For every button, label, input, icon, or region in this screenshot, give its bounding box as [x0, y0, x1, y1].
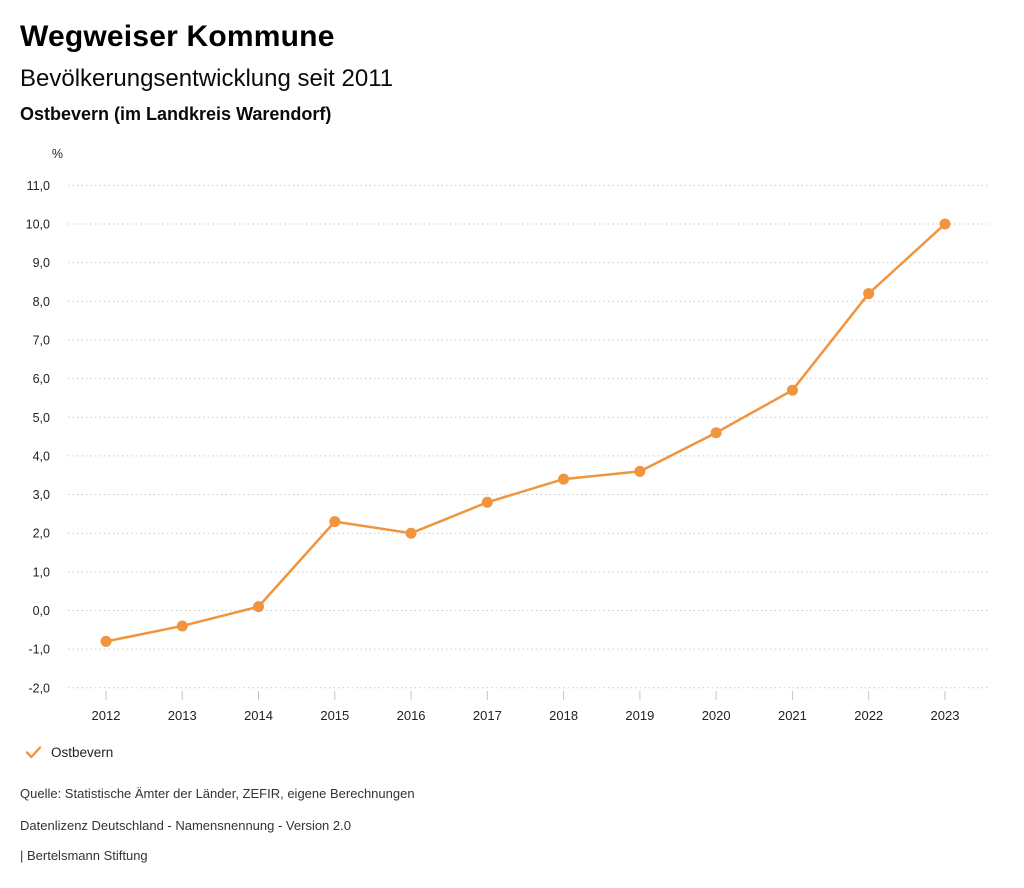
x-tick-label: 2018 — [549, 708, 578, 723]
x-tick-label: 2015 — [320, 708, 349, 723]
check-icon — [25, 746, 42, 759]
y-tick-label: 8,0 — [33, 295, 50, 309]
data-point[interactable] — [253, 601, 265, 613]
x-tick-label: 2013 — [168, 708, 197, 723]
x-tick-label: 2022 — [854, 708, 883, 723]
y-tick-label: 0,0 — [33, 604, 50, 618]
chart-title: Bevölkerungsentwicklung seit 2011 — [20, 65, 394, 92]
y-tick-label: -1,0 — [28, 643, 50, 657]
data-point[interactable] — [558, 473, 570, 485]
region-subtitle: Ostbevern (im Landkreis Warendorf) — [20, 104, 332, 124]
data-point[interactable] — [405, 527, 417, 539]
y-tick-label: 3,0 — [33, 488, 50, 502]
y-tick-label: 6,0 — [33, 372, 50, 386]
y-tick-label: 9,0 — [33, 256, 50, 270]
data-point[interactable] — [939, 218, 951, 230]
data-point[interactable] — [710, 427, 722, 439]
x-tick-label: 2012 — [92, 708, 121, 723]
data-point[interactable] — [786, 384, 798, 396]
page-title: Wegweiser Kommune — [20, 20, 335, 53]
y-tick-label: 1,0 — [33, 565, 50, 579]
series-line — [105, 223, 946, 643]
publisher-text: | Bertelsmann Stiftung — [20, 848, 148, 863]
y-tick-label: 2,0 — [33, 527, 50, 541]
license-text: Datenlizenz Deutschland - Namensnennung … — [20, 818, 351, 833]
x-tick-label: 2021 — [778, 708, 807, 723]
source-text: Quelle: Statistische Ämter der Länder, Z… — [20, 786, 415, 801]
data-point[interactable] — [863, 288, 875, 300]
y-axis-unit-label: % — [52, 147, 63, 161]
y-tick-label: 10,0 — [26, 218, 50, 232]
y-tick-label: 7,0 — [33, 333, 50, 347]
data-point[interactable] — [100, 635, 112, 647]
x-tick-label: 2014 — [244, 708, 273, 723]
x-tick-label: 2019 — [625, 708, 654, 723]
legend-item-ostbevern[interactable]: Ostbevern — [25, 745, 113, 760]
y-tick-label: 4,0 — [33, 449, 50, 463]
data-point[interactable] — [176, 620, 188, 632]
y-tick-label: 11,0 — [27, 179, 50, 193]
y-tick-label: -2,0 — [28, 681, 50, 695]
y-tick-label: 5,0 — [33, 411, 50, 425]
data-point[interactable] — [481, 496, 493, 508]
x-tick-label: 2023 — [931, 708, 960, 723]
x-tick-label: 2017 — [473, 708, 502, 723]
data-point[interactable] — [329, 516, 341, 528]
x-tick-label: 2016 — [397, 708, 426, 723]
x-tick-label: 2020 — [702, 708, 731, 723]
data-point[interactable] — [634, 465, 646, 477]
legend-label: Ostbevern — [51, 745, 114, 760]
